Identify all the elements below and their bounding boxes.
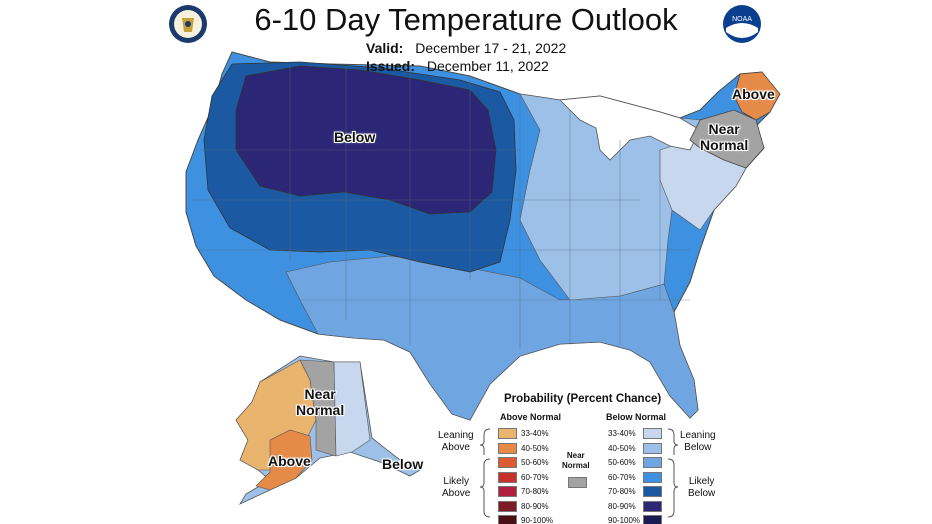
legend-below-header: Below Normal <box>606 412 667 422</box>
legend-below-bin-label: 90-100% <box>608 516 641 524</box>
legend-likely-below-1: Likely <box>688 476 715 487</box>
legend-above-bin-swatch <box>498 515 517 524</box>
legend-above-bin-label: 33-40% <box>521 429 549 438</box>
valid-label: Valid: <box>366 40 404 56</box>
legend-below-bin-label: 70-80% <box>608 487 636 496</box>
legend-below-bin-label: 80-90% <box>608 501 636 511</box>
legend-below-bin-swatch <box>643 500 662 512</box>
label-near-normal-ne: Near Normal <box>700 121 748 153</box>
legend-below-bin-swatch <box>643 471 662 483</box>
legend-above-bin-swatch <box>498 471 517 483</box>
issued-date: December 11, 2022 <box>426 58 549 74</box>
state-borders <box>190 64 690 350</box>
maine-above <box>733 71 781 121</box>
legend-above-bin-label: 90-100% <box>521 516 554 524</box>
legend-near-line1: Near <box>566 451 585 460</box>
legend-leaning-below-2: Below <box>684 442 712 453</box>
legend-above-bin-label: 60-70% <box>521 472 549 482</box>
label-near-normal-ak-line1: Near <box>304 386 336 402</box>
legend-leaning-below: Leaning Below <box>680 430 716 454</box>
legend-likely-above-2: Above <box>442 488 471 499</box>
legend-below-bin-label: 50-60% <box>608 458 636 467</box>
legend-bracket-below <box>667 428 679 518</box>
legend-below-bin-swatch <box>643 486 662 497</box>
legend-likely-below-2: Below <box>688 488 716 499</box>
legend-below-bin-swatch <box>643 515 662 524</box>
legend-above-header: Above Normal <box>500 412 562 422</box>
legend-above-bin-swatch <box>498 486 517 497</box>
noaa-logo-icon: NOAA <box>723 5 761 43</box>
valid-line: Valid: December 17 - 21, 2022 <box>366 40 566 56</box>
issued-label: Issued: <box>366 58 416 74</box>
legend-above-bin-swatch <box>498 457 517 468</box>
valid-dates: December 17 - 21, 2022 <box>415 40 567 56</box>
legend-below-bin-label: 33-40% <box>608 429 636 438</box>
ne-near-normal <box>689 109 765 169</box>
legend-leaning-above-2: Above <box>441 442 470 453</box>
legend-above-bin-swatch <box>498 500 517 512</box>
legend-bracket-above <box>479 428 491 518</box>
label-near-normal-ne-line2: Normal <box>700 137 749 153</box>
label-above-ne: Above <box>732 86 775 102</box>
legend-likely-below: Likely Below <box>688 476 715 500</box>
legend-leaning-below-1: Leaning <box>680 430 716 441</box>
legend-below-bin-swatch <box>643 442 662 454</box>
legend-likely-above-1: Likely <box>443 476 469 487</box>
legend-above-bin-swatch <box>498 442 517 454</box>
legend: Probability (Percent Chance) Above Norma… <box>438 393 718 524</box>
label-below-conus: Below <box>334 129 376 145</box>
legend-above-bin-label: 70-80% <box>521 487 549 496</box>
label-near-normal-ak: Near Normal <box>296 386 344 418</box>
legend-near-line2: Normal <box>562 461 590 470</box>
label-near-normal-ne-line1: Near <box>708 121 740 137</box>
legend-above-bin-label: 80-90% <box>521 501 549 511</box>
legend-near-swatch <box>568 477 587 488</box>
label-below-ak: Below <box>382 456 424 472</box>
alaska-above-40-50 <box>255 429 313 491</box>
alaska-below-33-40 <box>333 361 371 457</box>
page-title: 6-10 Day Temperature Outlook <box>254 2 678 37</box>
south-band-50-60 <box>285 255 699 421</box>
legend-above-bin-label: 40-50% <box>521 443 549 453</box>
label-above-ak: Above <box>268 453 311 469</box>
legend-near-normal: Near Normal <box>562 451 590 471</box>
legend-above-bin-label: 50-60% <box>521 458 549 467</box>
legend-below-bin-label: 60-70% <box>608 472 636 482</box>
label-near-normal-ak-line2: Normal <box>296 402 345 418</box>
legend-below-bin-swatch <box>643 457 662 468</box>
legend-title: Probability (Percent Chance) <box>504 393 662 405</box>
legend-above-bin-swatch <box>498 428 517 439</box>
doc-seal-icon <box>169 5 207 43</box>
legend-leaning-above-1: Leaning <box>438 430 474 441</box>
legend-below-bin-label: 40-50% <box>608 443 636 453</box>
issued-line: Issued: December 11, 2022 <box>366 58 549 74</box>
legend-leaning-above: Leaning Above <box>438 430 474 454</box>
noaa-logo-text: NOAA <box>732 16 752 23</box>
great-lakes <box>559 95 701 161</box>
legend-likely-above: Likely Above <box>442 476 470 500</box>
legend-below-bin-swatch <box>643 428 662 439</box>
